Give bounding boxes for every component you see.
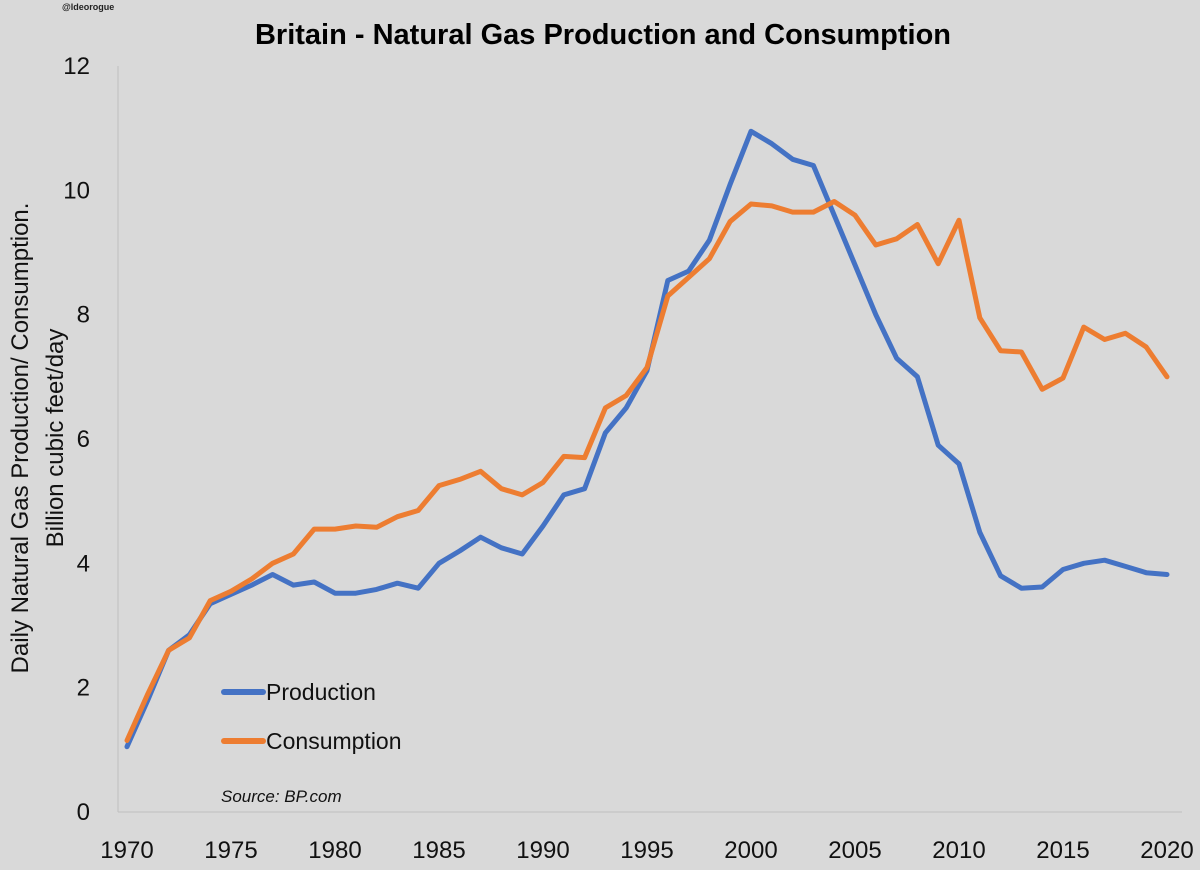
legend-label-production: Production: [266, 679, 376, 705]
series-line-production: [124, 128, 1170, 750]
x-tick-label: 2000: [724, 837, 777, 864]
source-note: Source: BP.com: [221, 787, 342, 806]
x-tick-label: 2005: [828, 837, 881, 864]
y-tick-label: 8: [77, 302, 90, 329]
legend-label-consumption: Consumption: [266, 728, 402, 754]
x-tick-label: 1985: [412, 837, 465, 864]
x-tick-label: 2020: [1140, 837, 1193, 864]
x-tick-labels: 1970 1975 1980 1985 1990 1995 2000 2005 2010 2015…: [100, 837, 1193, 864]
x-tick-label: 1980: [308, 837, 361, 864]
y-tick-labels: 0 2 4 6 8 10 12: [63, 53, 90, 826]
y-axis-label-line2: Billion cubic feet/day: [42, 329, 69, 548]
x-tick-label: 1970: [100, 837, 153, 864]
x-tick-label: 1995: [620, 837, 673, 864]
y-tick-label: 4: [77, 550, 90, 577]
y-tick-label: 6: [77, 426, 90, 453]
y-axis-label-line1: Daily Natural Gas Production/ Consumptio…: [7, 203, 34, 674]
y-tick-label: 10: [63, 177, 90, 204]
x-tick-label: 2015: [1036, 837, 1089, 864]
series-lines: [124, 128, 1170, 750]
author-handle: @ldeorogue: [62, 2, 114, 12]
y-tick-label: 12: [63, 53, 90, 80]
x-tick-label: 1975: [204, 837, 257, 864]
y-axis-label: Daily Natural Gas Production/ Consumptio…: [7, 203, 69, 674]
y-tick-label: 0: [77, 799, 90, 826]
legend: Production Consumption: [221, 679, 402, 754]
series-line-consumption: [124, 199, 1170, 743]
x-tick-label: 1990: [516, 837, 569, 864]
chart-title: Britain - Natural Gas Production and Con…: [255, 19, 951, 51]
y-tick-label: 2: [77, 675, 90, 702]
x-tick-label: 2010: [932, 837, 985, 864]
